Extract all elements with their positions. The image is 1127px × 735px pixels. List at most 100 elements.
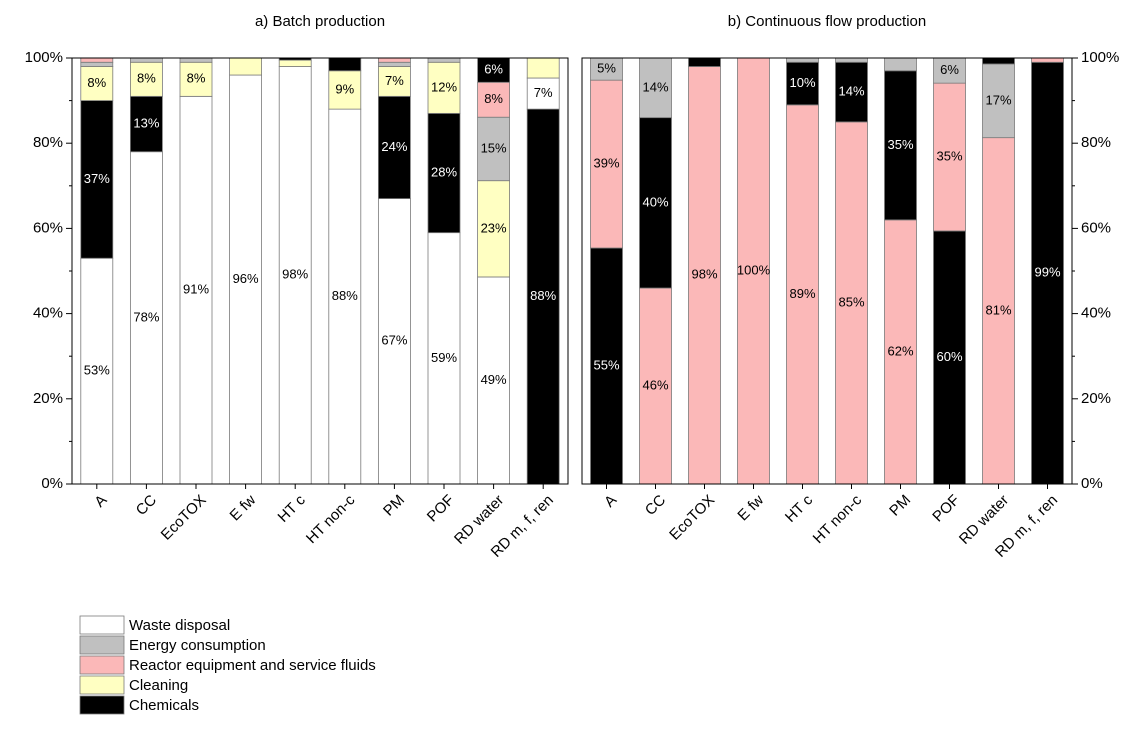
x-tick-label: CC bbox=[642, 492, 669, 519]
value-label: 40% bbox=[642, 194, 668, 209]
x-tick-label: HT c bbox=[275, 491, 310, 526]
value-label: 8% bbox=[484, 91, 503, 106]
y-tick-label: 0% bbox=[1081, 475, 1103, 492]
bar-segment bbox=[933, 82, 966, 232]
bar-segment bbox=[526, 108, 560, 485]
value-label: 99% bbox=[1034, 265, 1060, 280]
x-tick-label: A bbox=[601, 492, 620, 511]
bar-segment bbox=[1031, 61, 1064, 485]
y-tick-label: 80% bbox=[1081, 134, 1111, 151]
legend-swatch bbox=[79, 615, 125, 635]
bar-segment bbox=[129, 151, 163, 485]
y-tick-label: 100% bbox=[25, 49, 63, 66]
x-tick-label: E fw bbox=[227, 492, 260, 525]
x-tick-label: HT non-c bbox=[303, 491, 359, 547]
legend-swatch bbox=[79, 635, 125, 655]
bar-segment bbox=[377, 57, 411, 63]
value-label: 89% bbox=[789, 286, 815, 301]
legend-label: Waste disposal bbox=[129, 617, 230, 634]
bar-segment bbox=[982, 57, 1015, 65]
bar-segment bbox=[427, 112, 461, 234]
bar-segment bbox=[129, 95, 163, 153]
bar-segment bbox=[179, 95, 213, 485]
value-label: 17% bbox=[985, 92, 1011, 107]
value-label: 78% bbox=[133, 309, 159, 324]
value-label: 14% bbox=[642, 79, 668, 94]
legend-swatch bbox=[79, 695, 125, 715]
bar-segment bbox=[328, 108, 362, 485]
bar-segment bbox=[477, 180, 511, 278]
x-tick-label: POF bbox=[929, 492, 963, 526]
legend-label: Energy consumption bbox=[129, 637, 266, 654]
bar-segment bbox=[1031, 57, 1064, 63]
y-tick-label: 40% bbox=[33, 305, 63, 322]
bar-segment bbox=[229, 74, 263, 485]
bar-segment bbox=[377, 61, 411, 67]
bar-segment bbox=[786, 57, 819, 63]
value-label: 7% bbox=[385, 73, 404, 88]
value-label: 67% bbox=[381, 333, 407, 348]
y-tick-label: 60% bbox=[1081, 219, 1111, 236]
bar-segment bbox=[639, 287, 672, 485]
y-tick-label: 40% bbox=[1081, 305, 1111, 322]
value-label: 23% bbox=[481, 220, 507, 235]
value-label: 10% bbox=[789, 75, 815, 90]
bar-segment bbox=[328, 70, 362, 110]
x-tick-label: E fw bbox=[734, 492, 767, 525]
bar-segment bbox=[933, 230, 966, 485]
bar-segment bbox=[80, 257, 114, 485]
value-label: 6% bbox=[940, 62, 959, 77]
legend-label: Chemicals bbox=[129, 697, 199, 714]
bar-segment bbox=[377, 95, 411, 199]
legend-swatch bbox=[79, 655, 125, 675]
value-label: 35% bbox=[936, 148, 962, 163]
value-label: 14% bbox=[838, 84, 864, 99]
bar-segment bbox=[477, 116, 511, 182]
bar-segment bbox=[982, 137, 1015, 485]
value-label: 100% bbox=[737, 262, 771, 277]
bar-segment bbox=[835, 121, 868, 485]
x-tick-label: HT c bbox=[782, 491, 817, 526]
bar-segment bbox=[590, 79, 623, 249]
value-label: 98% bbox=[691, 267, 717, 282]
x-tick-label: A bbox=[91, 492, 110, 511]
bar-segment bbox=[639, 117, 672, 289]
value-label: 85% bbox=[838, 294, 864, 309]
y-tick-label: 80% bbox=[33, 134, 63, 151]
bar-segment bbox=[80, 100, 114, 259]
legend-label: Cleaning bbox=[129, 677, 188, 694]
x-tick-label: EcoTOX bbox=[158, 492, 210, 544]
bar-segment bbox=[427, 61, 461, 114]
bar-segment bbox=[377, 66, 411, 97]
value-label: 88% bbox=[332, 288, 358, 303]
legend-swatch bbox=[79, 675, 125, 695]
x-tick-label: EcoTOX bbox=[666, 492, 718, 544]
legend-label: Reactor equipment and service fluids bbox=[129, 657, 376, 674]
value-label: 60% bbox=[936, 349, 962, 364]
bar-segment bbox=[835, 61, 868, 123]
y-tick-label: 60% bbox=[33, 219, 63, 236]
value-label: 24% bbox=[381, 139, 407, 154]
value-label: 62% bbox=[887, 343, 913, 358]
bar-segment bbox=[179, 61, 213, 97]
y-tick-label: 20% bbox=[1081, 390, 1111, 407]
value-label: 15% bbox=[481, 140, 507, 155]
bar-segment bbox=[884, 219, 917, 485]
bar-segment bbox=[526, 57, 560, 79]
y-tick-label: 20% bbox=[33, 390, 63, 407]
value-label: 8% bbox=[137, 71, 156, 86]
y-tick-label: 0% bbox=[41, 475, 63, 492]
value-label: 28% bbox=[431, 164, 457, 179]
value-label: 7% bbox=[534, 85, 553, 100]
value-label: 49% bbox=[481, 372, 507, 387]
bar-segment bbox=[129, 57, 163, 63]
value-label: 91% bbox=[183, 282, 209, 297]
bar-segment bbox=[933, 57, 966, 84]
bar-segment bbox=[786, 104, 819, 485]
bar-segment bbox=[982, 63, 1015, 139]
value-label: 53% bbox=[84, 363, 110, 378]
bar-segment bbox=[884, 57, 917, 72]
value-label: 46% bbox=[642, 377, 668, 392]
bar-segment bbox=[427, 57, 461, 63]
